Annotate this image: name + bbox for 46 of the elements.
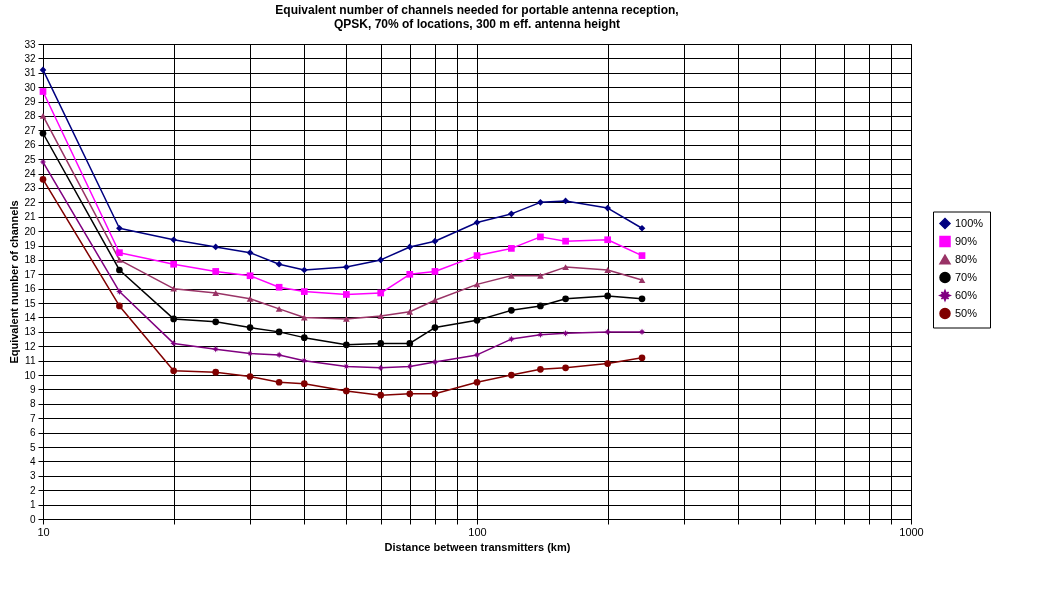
y-tick-label: 15 bbox=[24, 297, 36, 309]
y-tick-label: 23 bbox=[24, 182, 36, 194]
y-tick-label: 30 bbox=[24, 81, 36, 93]
y-tick-label: 26 bbox=[24, 139, 36, 151]
x-tick-label: 10 bbox=[37, 525, 50, 538]
y-tick-label: 20 bbox=[24, 225, 36, 237]
y-tick-label: 21 bbox=[24, 211, 36, 223]
legend-label: 70% bbox=[955, 270, 978, 283]
x-tick-label: 100 bbox=[468, 525, 487, 538]
y-tick-label: 22 bbox=[24, 196, 36, 208]
y-tick-label: 28 bbox=[24, 110, 36, 122]
legend-label: 50% bbox=[955, 306, 978, 319]
y-tick-label: 0 bbox=[29, 513, 36, 525]
y-tick-label: 3 bbox=[29, 470, 36, 482]
y-tick-label: 6 bbox=[29, 427, 36, 439]
legend-label: 80% bbox=[955, 252, 978, 265]
y-tick-label: 5 bbox=[29, 441, 36, 453]
y-tick-label: 31 bbox=[24, 67, 36, 79]
y-tick-label: 7 bbox=[29, 412, 36, 424]
y-tick-label: 4 bbox=[29, 455, 36, 467]
y-tick-label: 18 bbox=[24, 254, 36, 266]
y-tick-label: 9 bbox=[29, 383, 36, 395]
y-tick-label: 25 bbox=[24, 153, 36, 165]
y-tick-label: 24 bbox=[24, 168, 36, 180]
x-axis-title: Distance between transmitters (km) bbox=[384, 540, 571, 553]
x-tick-label: 1000 bbox=[899, 525, 924, 538]
y-tick-label: 29 bbox=[24, 96, 36, 108]
y-tick-label: 11 bbox=[25, 355, 36, 367]
y-tick-label: 32 bbox=[24, 52, 36, 64]
legend-label: 100% bbox=[955, 216, 984, 229]
legend-label: 90% bbox=[955, 234, 978, 247]
y-tick-label: 17 bbox=[24, 268, 36, 280]
y-tick-label: 16 bbox=[24, 283, 36, 295]
y-tick-label: 27 bbox=[24, 124, 36, 136]
y-tick-label: 19 bbox=[24, 240, 36, 252]
y-tick-label: 13 bbox=[24, 326, 36, 338]
y-tick-label: 8 bbox=[29, 398, 36, 410]
chart-title: Equivalent number of channels needed for portable antenna reception, QPSK, 70% of locations, 300 m eff. antenna height bbox=[275, 3, 679, 31]
legend-label: 60% bbox=[955, 288, 978, 301]
y-tick-label: 10 bbox=[24, 369, 36, 381]
y-tick-label: 2 bbox=[29, 484, 36, 496]
y-axis-title: Equivalent number of channels bbox=[8, 200, 21, 364]
y-tick-label: 1 bbox=[29, 499, 36, 511]
y-tick-label: 33 bbox=[24, 38, 36, 50]
y-tick-label: 12 bbox=[24, 340, 36, 352]
y-tick-label: 14 bbox=[24, 311, 36, 323]
